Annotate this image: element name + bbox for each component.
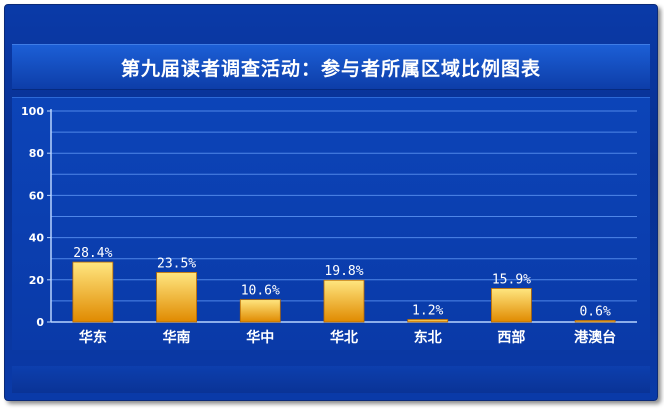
title-bar: 第九届读者调查活动：参与者所属区域比例图表 — [12, 44, 650, 90]
data-label: 23.5% — [157, 256, 196, 271]
chart-title: 第九届读者调查活动：参与者所属区域比例图表 — [120, 57, 541, 80]
x-tick-label: 华南 — [163, 329, 191, 346]
data-label: 0.6% — [579, 305, 610, 320]
bar — [72, 261, 114, 323]
bar — [323, 279, 365, 323]
x-tick-label: 华北 — [330, 329, 358, 346]
data-label: 10.6% — [241, 284, 280, 299]
bar — [491, 288, 532, 323]
data-label: 15.9% — [492, 272, 531, 287]
x-tick-label: 港澳台 — [574, 329, 616, 346]
x-tick-label: 华中 — [246, 329, 274, 346]
x-tick-label: 西部 — [497, 329, 525, 346]
y-tick-label: 60 — [29, 189, 45, 202]
y-tick-label: 80 — [29, 147, 45, 160]
y-tick-label: 0 — [36, 316, 44, 329]
bar — [239, 299, 281, 323]
y-tick-label: 100 — [21, 105, 44, 118]
x-tick-label: 华东 — [79, 329, 107, 346]
chart-frame: 第九届读者调查活动：参与者所属区域比例图表 — [4, 4, 658, 401]
bottom-band — [12, 366, 650, 393]
y-tick-label: 40 — [29, 232, 45, 245]
bar — [574, 320, 616, 323]
bar — [156, 272, 197, 323]
data-label: 28.4% — [73, 246, 112, 261]
y-tick-label: 20 — [29, 274, 45, 287]
bar — [407, 319, 449, 323]
data-label: 19.8% — [324, 264, 363, 279]
data-label: 1.2% — [412, 303, 443, 318]
x-tick-label: 东北 — [414, 329, 442, 346]
